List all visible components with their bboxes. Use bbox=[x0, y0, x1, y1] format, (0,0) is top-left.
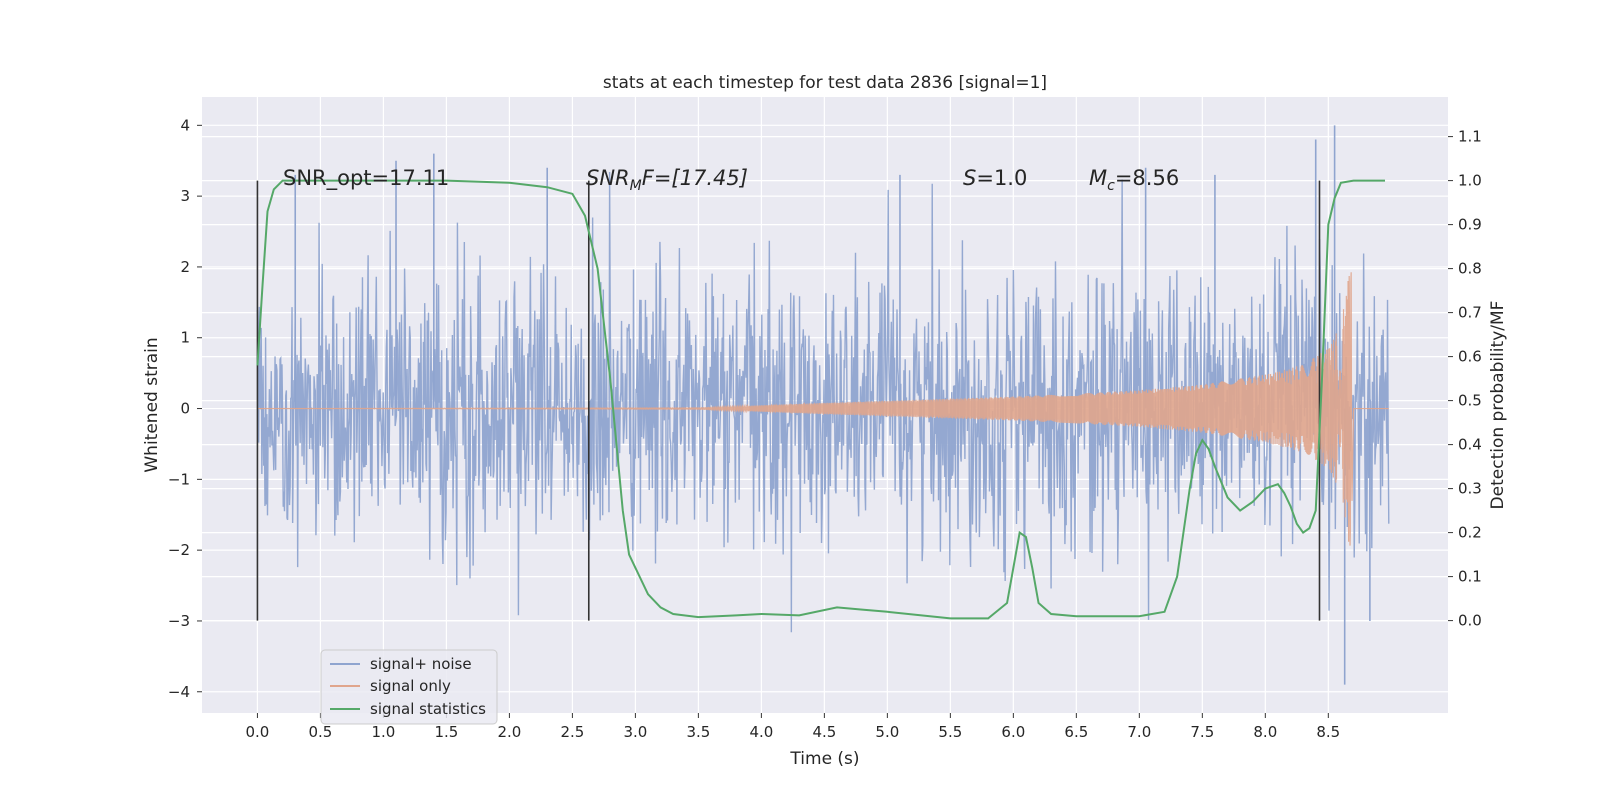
y-tick-label: 2 bbox=[180, 258, 190, 276]
x-tick-label: 8.5 bbox=[1316, 723, 1340, 741]
annotation-s: S=1.0 bbox=[963, 166, 1027, 190]
x-tick-label: 8.0 bbox=[1253, 723, 1277, 741]
y-right-tick-label: 0.3 bbox=[1458, 480, 1482, 498]
x-tick-label: 3.5 bbox=[686, 723, 710, 741]
vertical-markers bbox=[256, 180, 1321, 621]
x-tick-label: 3.0 bbox=[623, 723, 647, 741]
annotation-mc: Mc=8.56 bbox=[1089, 166, 1179, 194]
y-tick-label: −3 bbox=[168, 612, 190, 630]
x-tick-label: 4.0 bbox=[749, 723, 773, 741]
y-right-tick-label: 0.2 bbox=[1458, 524, 1482, 542]
y-right-tick-label: 0.4 bbox=[1458, 436, 1482, 454]
y-right-tick-label: 0.8 bbox=[1458, 260, 1482, 278]
signal-noise-line bbox=[256, 172, 1390, 633]
y-right-tick-label: 0.1 bbox=[1458, 568, 1482, 586]
x-tick-label: 7.5 bbox=[1190, 723, 1214, 741]
x-tick-label: 1.5 bbox=[434, 723, 458, 741]
y-tick-label: −2 bbox=[168, 541, 190, 559]
legend: signal+ noise signal only signal statist… bbox=[320, 649, 498, 725]
x-tick-label: 6.0 bbox=[1001, 723, 1025, 741]
x-tick-label: 2.5 bbox=[560, 723, 584, 741]
y-right-tick-label: 0.9 bbox=[1458, 216, 1482, 234]
y-right-axis-label: Detection probability/MF bbox=[1488, 301, 1508, 510]
y-tick-label: −1 bbox=[168, 470, 190, 488]
legend-label-signal-only: signal only bbox=[370, 677, 451, 695]
series-signal-statistics bbox=[256, 179, 1386, 620]
y-tick-label: 0 bbox=[180, 400, 190, 418]
legend-box bbox=[320, 649, 498, 725]
annotations: SNR_opt=17.11 SNRMF=[17.45] S=1.0 Mc=8.5… bbox=[283, 166, 1179, 194]
y-axis-label: Whitened strain bbox=[142, 337, 162, 472]
x-tick-label: 0.0 bbox=[246, 723, 270, 741]
y-right-tick-label: 1.0 bbox=[1458, 172, 1482, 190]
y-right-tick-label: 0.5 bbox=[1458, 392, 1482, 410]
y-tick-label: 4 bbox=[180, 116, 190, 134]
ticks: 0.0 0.5 1.0 1.5 2.0 2.5 3.0 3.5 4.0 4.5 5.0 5.5 6.0 6… bbox=[168, 116, 1482, 741]
y-right-tick-label: 1.1 bbox=[1458, 128, 1482, 146]
x-tick-label: 4.5 bbox=[812, 723, 836, 741]
legend-label-signal-noise: signal+ noise bbox=[370, 655, 472, 673]
x-tick-label: 1.0 bbox=[371, 723, 395, 741]
y-right-tick-label: 0.7 bbox=[1458, 304, 1482, 322]
y-tick-label: 1 bbox=[180, 329, 190, 347]
annotation-snr-opt: SNR_opt=17.11 bbox=[283, 166, 449, 191]
chart-title: stats at each timestep for test data 283… bbox=[603, 73, 1047, 93]
x-tick-label: 5.0 bbox=[875, 723, 899, 741]
y-tick-label: −4 bbox=[168, 683, 190, 701]
x-tick-label: 7.0 bbox=[1127, 723, 1151, 741]
x-tick-label: 6.5 bbox=[1064, 723, 1088, 741]
y-right-tick-label: 0.6 bbox=[1458, 348, 1482, 366]
y-tick-label: 3 bbox=[180, 187, 190, 205]
annotation-snr-mf: SNRMF=[17.45] bbox=[586, 166, 748, 194]
x-axis-label: Time (s) bbox=[789, 749, 859, 769]
y-right-tick-label: 0.0 bbox=[1458, 612, 1482, 630]
x-tick-label: 5.5 bbox=[938, 723, 962, 741]
signal-statistics-line bbox=[256, 179, 1386, 620]
x-tick-label: 2.0 bbox=[497, 723, 521, 741]
x-tick-label: 0.5 bbox=[308, 723, 332, 741]
series-signal-only bbox=[257, 272, 1389, 546]
signal-only-line bbox=[257, 272, 1389, 546]
legend-label-signal-statistics: signal statistics bbox=[370, 700, 486, 718]
